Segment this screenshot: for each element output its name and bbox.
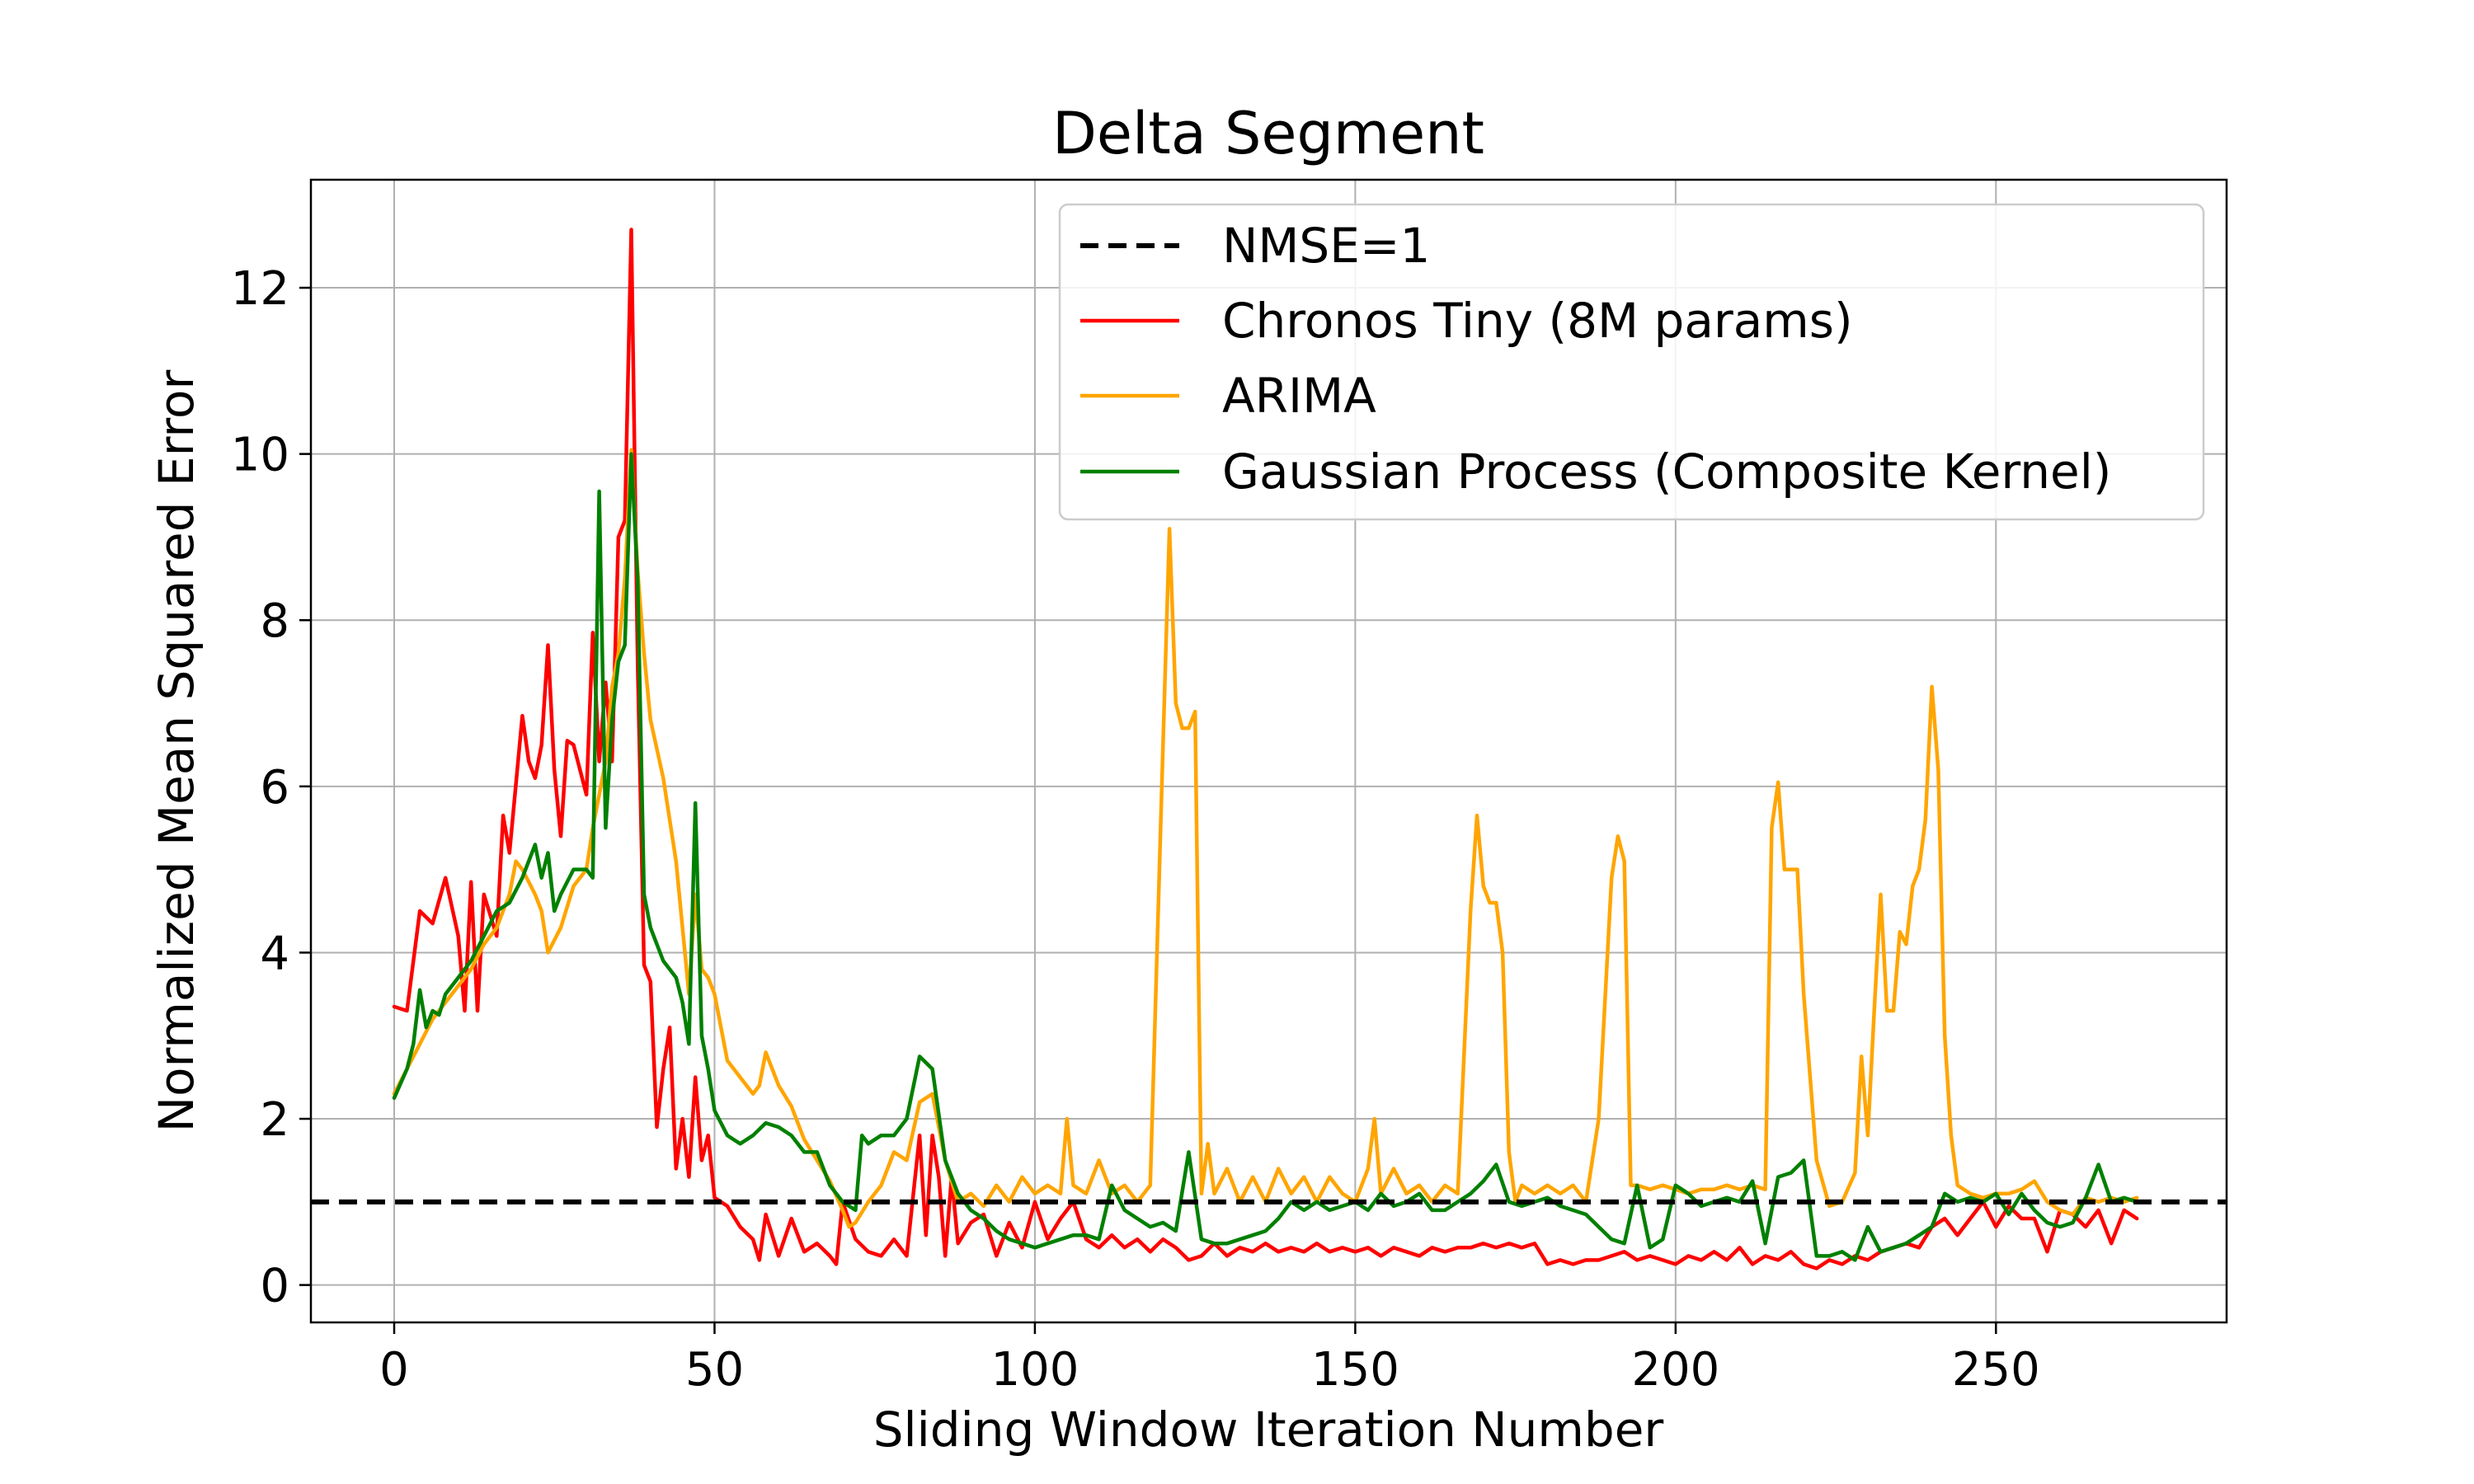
legend-box <box>1058 203 2205 521</box>
y-axis-title: Normalized Mean Squared Error <box>148 370 205 1133</box>
x-tick-label: 100 <box>990 1343 1079 1397</box>
x-tick-label: 250 <box>1952 1343 2040 1397</box>
y-tick-label: 4 <box>260 927 289 980</box>
plot-frame <box>309 178 2228 1324</box>
y-tick-label: 0 <box>260 1260 289 1313</box>
x-axis-title: Sliding Window Iteration Number <box>873 1402 1664 1458</box>
grid <box>311 180 2227 1322</box>
x-tick-label: 150 <box>1311 1343 1399 1397</box>
y-tick-label: 10 <box>231 429 289 482</box>
x-axis-ticks: 0 50 100 150 200 250 <box>379 1322 2040 1397</box>
series-line-gaussian-process <box>392 452 2139 1262</box>
y-tick-label: 2 <box>260 1093 289 1147</box>
legend-label-gaussian-process: Gaussian Process (Composite Kernel) <box>1222 444 2111 500</box>
x-tick-label: 0 <box>379 1343 409 1397</box>
legend-label-arima: ARIMA <box>1222 368 1376 424</box>
x-tick-label: 50 <box>685 1343 744 1397</box>
y-tick-label: 6 <box>260 761 289 815</box>
y-axis-ticks: 0 2 4 6 8 10 12 <box>231 262 311 1313</box>
x-tick-label: 200 <box>1631 1343 1719 1397</box>
legend-label-chronos: Chronos Tiny (8M params) <box>1222 293 1853 349</box>
y-tick-label: 12 <box>231 262 289 316</box>
series-line-arima <box>392 448 2139 1229</box>
legend-label-nmse: NMSE=1 <box>1222 218 1430 274</box>
chart-title: Delta Segment <box>1052 100 1484 167</box>
legend: NMSE=1 Chronos Tiny (8M params) ARIMA Ga… <box>1058 203 2205 521</box>
series-lines <box>311 228 2227 1270</box>
y-tick-label: 8 <box>260 594 289 648</box>
